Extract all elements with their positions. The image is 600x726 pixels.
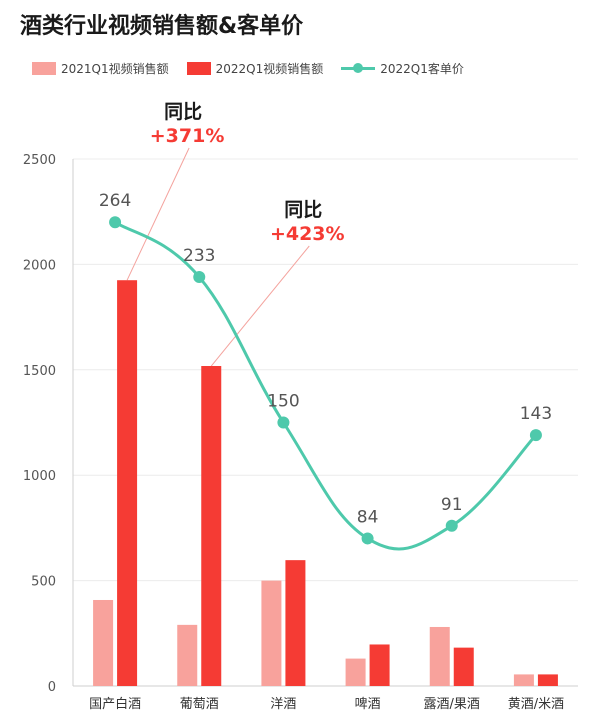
legend-label-2022-sales: 2022Q1视频销售额 xyxy=(215,62,324,76)
bar-2022q1[interactable] xyxy=(453,647,474,686)
unit-price-point[interactable] xyxy=(109,216,122,229)
unit-price-line xyxy=(109,216,542,551)
bar-2021q1[interactable] xyxy=(513,674,534,686)
unit-price-point[interactable] xyxy=(277,416,290,429)
legend-label-2022-unit-price: 2022Q1客单价 xyxy=(380,62,464,76)
unit-price-point[interactable] xyxy=(529,429,542,442)
unit-price-label: 150 xyxy=(267,392,299,412)
y-tick-label: 0 xyxy=(48,680,56,695)
legend: 2021Q1视频销售额 2022Q1视频销售额 2022Q1客单价 xyxy=(32,60,482,77)
data-labels: 264 233 150 84 91 143 xyxy=(99,191,552,527)
unit-price-line-path xyxy=(114,220,538,551)
legend-item-2022-sales[interactable]: 2022Q1视频销售额 xyxy=(186,60,324,77)
axes: 0 500 1000 1500 2000 2500 国产白酒 葡萄酒 洋酒 啤酒 露酒/果酒 黄酒/米… xyxy=(23,153,578,712)
unit-price-label: 233 xyxy=(183,246,215,266)
chart-title: 酒类行业视频销售额&客单价 xyxy=(20,14,304,39)
x-tick-label: 黄酒/米酒 xyxy=(508,697,564,712)
grid-lines xyxy=(73,158,578,582)
bar-2021q1[interactable] xyxy=(93,599,114,686)
x-tick-label: 露酒/果酒 xyxy=(424,697,480,712)
legend-item-2021-sales[interactable]: 2021Q1视频销售额 xyxy=(32,60,169,77)
bar-2022q1[interactable] xyxy=(537,674,558,686)
y-tick-label: 1500 xyxy=(23,364,56,379)
legend-swatch-2022-sales xyxy=(186,62,211,75)
callout-label: 同比 xyxy=(164,101,202,123)
bar-2021q1[interactable] xyxy=(177,624,198,686)
legend-item-2022-unit-price[interactable]: 2022Q1客单价 xyxy=(341,60,464,77)
unit-price-label: 143 xyxy=(520,404,552,424)
unit-price-point[interactable] xyxy=(445,519,458,532)
unit-price-label: 84 xyxy=(357,507,379,527)
y-tick-label: 2500 xyxy=(23,153,56,168)
yoy-callouts: 同比+371%同比+423% xyxy=(126,101,345,367)
unit-price-point[interactable] xyxy=(193,271,206,284)
callout-connector xyxy=(210,245,310,367)
callout-connector xyxy=(126,147,190,281)
unit-price-point[interactable] xyxy=(361,532,374,545)
callout-value: +423% xyxy=(270,223,345,245)
x-tick-label: 洋酒 xyxy=(270,697,296,712)
callout-value: +371% xyxy=(150,125,225,147)
unit-price-label: 91 xyxy=(441,495,463,515)
bar-2022q1[interactable] xyxy=(117,280,138,686)
bar-2021q1[interactable] xyxy=(261,580,282,686)
bars xyxy=(93,280,558,686)
legend-swatch-2021-sales xyxy=(32,62,56,75)
x-tick-label: 国产白酒 xyxy=(89,696,141,712)
bar-2021q1[interactable] xyxy=(429,626,450,686)
legend-label-2021-sales: 2021Q1视频销售额 xyxy=(61,62,169,76)
x-tick-label: 啤酒 xyxy=(355,697,381,712)
callout-label: 同比 xyxy=(284,199,322,221)
y-tick-label: 1000 xyxy=(23,469,56,484)
legend-swatch-2022-unit-price xyxy=(341,62,376,75)
bar-2022q1[interactable] xyxy=(369,644,390,686)
y-tick-label: 2000 xyxy=(23,258,56,273)
bar-2022q1[interactable] xyxy=(285,560,306,686)
bar-2021q1[interactable] xyxy=(345,658,366,686)
y-tick-label: 500 xyxy=(31,575,56,590)
unit-price-label: 264 xyxy=(99,191,131,211)
x-tick-label: 葡萄酒 xyxy=(180,697,219,712)
bar-2022q1[interactable] xyxy=(201,366,222,686)
